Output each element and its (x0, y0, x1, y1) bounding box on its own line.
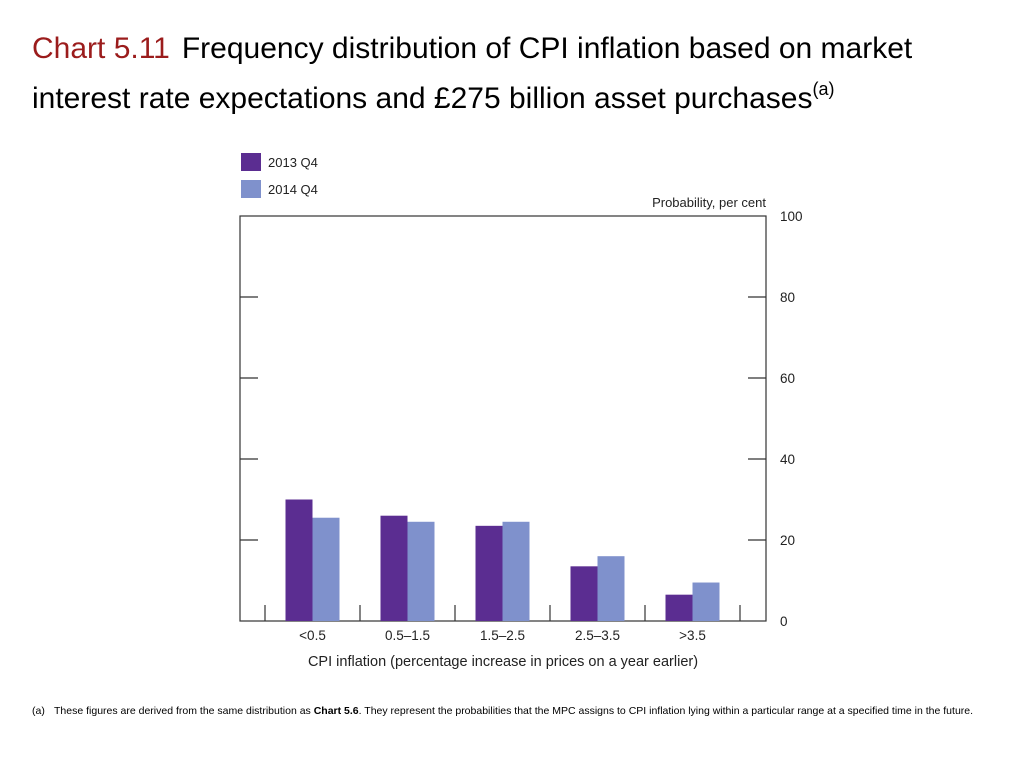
footnote-label: (a) (32, 705, 45, 717)
legend-swatch-1 (241, 153, 261, 171)
bars (285, 499, 720, 621)
legend-label-1: 2013 Q4 (268, 155, 318, 170)
y-axis-ticks: 0 20 40 60 80 100 (240, 209, 803, 629)
x-axis-ticks: <0.5 0.5–1.5 1.5–2.5 2.5–3.5 >3.5 (264, 605, 741, 643)
y-tick-label: 0 (780, 614, 788, 629)
y-tick-label: 60 (780, 371, 795, 386)
x-axis-label: CPI inflation (percentage increase in pr… (308, 654, 698, 670)
chart-number: Chart 5.11 (32, 32, 170, 65)
chart-title: Chart 5.11 Frequency distribution of CPI … (32, 28, 992, 119)
x-tick-label: 0.5–1.5 (385, 628, 430, 643)
title-note-marker: (a) (812, 79, 835, 99)
footnote-text: These figures are derived from the same … (54, 704, 992, 718)
y-axis-label: Probability, per cent (652, 195, 766, 210)
footnote-text-after: . They represent the probabilities that … (358, 705, 974, 717)
bar-2014-1 (312, 517, 340, 621)
bar-2013-4 (570, 566, 598, 621)
bar-2013-1 (285, 499, 313, 621)
legend-label-2: 2014 Q4 (268, 182, 318, 197)
footnote-chart-ref: Chart 5.6 (313, 705, 359, 717)
x-tick-label: >3.5 (679, 628, 706, 643)
chart-title-text: Frequency distribution of CPI inflation … (32, 32, 913, 115)
bar-2014-2 (407, 521, 435, 621)
bar-2013-5 (665, 594, 693, 621)
bar-2013-3 (475, 525, 503, 621)
x-tick-label: 1.5–2.5 (480, 628, 525, 643)
footnote-text-before: These figures are derived from the same … (54, 705, 314, 717)
bar-2014-3 (502, 521, 530, 621)
bar-2014-5 (692, 582, 720, 621)
y-tick-label: 80 (780, 290, 795, 305)
legend: 2013 Q4 2014 Q4 (241, 153, 318, 198)
bar-chart: 2013 Q4 2014 Q4 Probability, per cent 0 20… (239, 153, 803, 670)
y-tick-label: 20 (780, 533, 795, 548)
x-tick-label: 2.5–3.5 (575, 628, 620, 643)
footnote: (a) These figures are derived from the s… (32, 704, 992, 718)
bar-2013-2 (380, 515, 408, 621)
bar-2014-4 (597, 556, 625, 621)
x-tick-label: <0.5 (299, 628, 326, 643)
y-tick-label: 100 (780, 209, 803, 224)
legend-swatch-2 (241, 180, 261, 198)
y-tick-label: 40 (780, 452, 795, 467)
